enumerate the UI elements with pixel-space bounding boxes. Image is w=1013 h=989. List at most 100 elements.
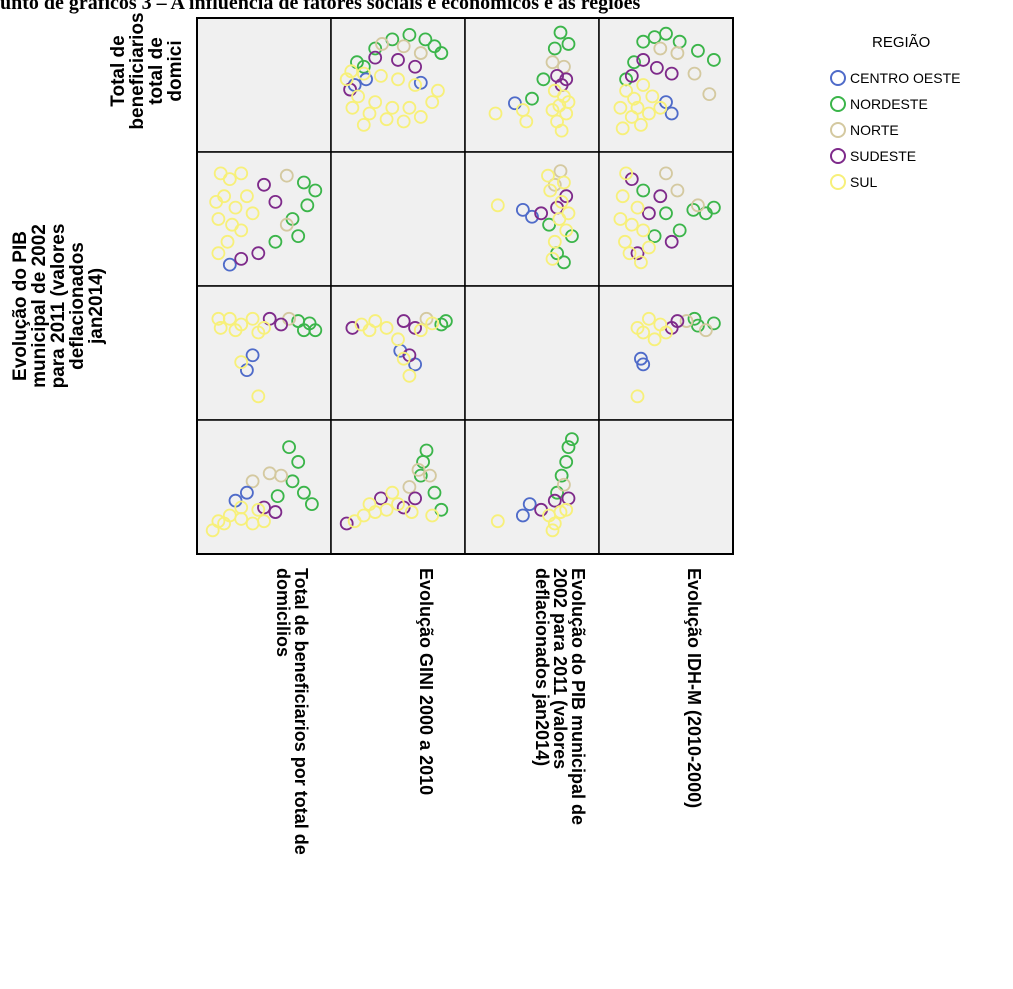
data-point (251, 246, 266, 261)
data-point (391, 332, 405, 347)
data-point (356, 118, 371, 132)
data-point (545, 523, 560, 538)
data-point (356, 59, 371, 74)
data-point (691, 198, 705, 213)
data-point (636, 53, 651, 67)
data-point (228, 323, 243, 338)
data-point (211, 311, 226, 326)
data-point (239, 485, 254, 500)
data-point (561, 95, 576, 109)
data-point (257, 514, 271, 529)
data-point (362, 323, 377, 338)
data-point (664, 106, 679, 121)
data-point (557, 477, 571, 492)
data-point (413, 323, 428, 338)
row-label: Total debeneficiariostotal dedomici (108, 12, 186, 129)
data-point (647, 229, 662, 244)
data-point (659, 325, 673, 340)
data-point (672, 223, 687, 238)
data-point (396, 39, 411, 54)
data-point (647, 332, 662, 347)
data-point (268, 234, 283, 249)
data-point (211, 246, 226, 261)
legend-marker (830, 122, 846, 138)
data-point (211, 212, 226, 226)
legend-item: NORDESTE (828, 91, 1013, 117)
legend-marker (830, 96, 846, 112)
data-point (396, 314, 411, 328)
data-point (402, 27, 417, 42)
data-point (515, 508, 530, 523)
legend-label: SUL (850, 174, 878, 190)
data-point (622, 246, 637, 261)
data-point (686, 202, 701, 217)
data-point (634, 118, 648, 132)
data-point (239, 189, 254, 204)
data-point (430, 83, 445, 98)
data-point (245, 474, 260, 489)
data-point (636, 357, 651, 372)
data-point (402, 368, 417, 383)
data-point (418, 32, 433, 47)
data-point (296, 323, 311, 338)
data-point (618, 234, 632, 249)
legend-marker (830, 174, 846, 190)
data-point (559, 223, 574, 238)
data-point (691, 318, 705, 333)
data-point (308, 183, 323, 198)
legend-marker (830, 148, 846, 164)
data-point (362, 497, 377, 512)
data-point (636, 78, 651, 92)
data-point (251, 389, 266, 404)
data-point (642, 106, 656, 121)
matrix-frame (196, 17, 734, 555)
data-point (559, 502, 574, 517)
data-point (373, 491, 388, 506)
data-point (385, 485, 400, 500)
data-point (515, 202, 530, 217)
data-point (251, 325, 266, 340)
data-point (362, 106, 377, 121)
matrix-cell (598, 17, 734, 153)
data-point (402, 480, 417, 494)
data-point (425, 316, 440, 331)
data-point (653, 100, 668, 115)
data-point (300, 198, 315, 213)
data-point (565, 432, 579, 447)
data-point (274, 468, 289, 483)
data-point (391, 72, 405, 87)
data-point (282, 440, 296, 455)
data-point (659, 206, 673, 221)
page-title: unto de gráficos 3 – A influência de fat… (0, 0, 1013, 24)
data-point (345, 100, 360, 115)
data-point (630, 246, 645, 261)
data-point (356, 66, 371, 81)
legend-marker (830, 70, 846, 86)
data-point (634, 255, 648, 270)
data-point (391, 497, 405, 512)
data-point (559, 455, 574, 469)
data-point (339, 72, 354, 87)
data-point (536, 72, 551, 87)
data-point (706, 316, 721, 331)
data-point (687, 311, 702, 326)
data-point (304, 497, 319, 512)
column-label: Total de beneficiarios por total dedomic… (273, 568, 311, 855)
data-point (619, 83, 633, 98)
data-point (554, 123, 569, 138)
data-point (234, 251, 249, 266)
data-point (427, 485, 442, 500)
data-point (547, 234, 562, 249)
data-point (368, 95, 383, 109)
data-point (490, 514, 505, 529)
data-point (408, 59, 423, 74)
data-point (296, 175, 311, 190)
data-point (645, 89, 660, 104)
data-point (659, 26, 673, 41)
data-point (268, 194, 283, 209)
data-point (557, 59, 571, 74)
legend-label: SUDESTE (850, 148, 917, 164)
data-point (615, 189, 630, 204)
data-point (519, 114, 534, 129)
matrix-cell (196, 151, 332, 287)
